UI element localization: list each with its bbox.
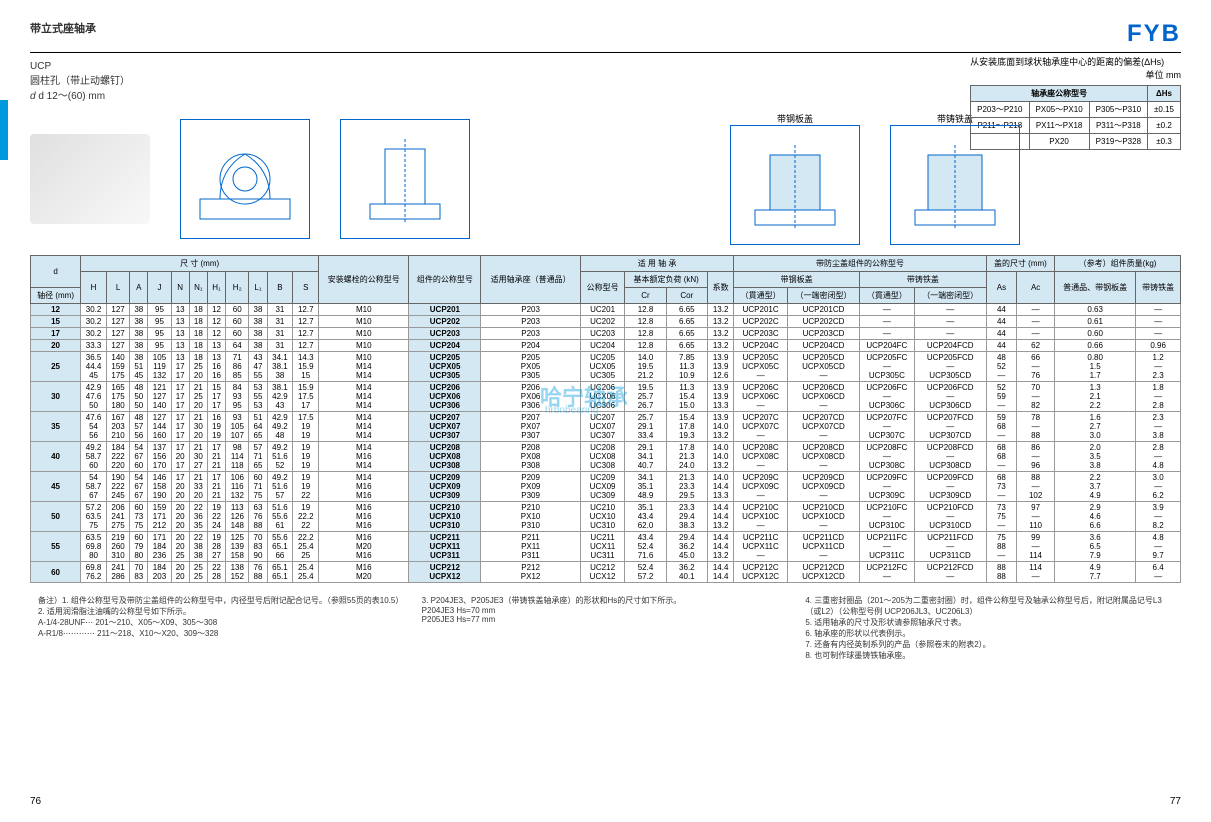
page-header: 带立式座轴承 FYB [30,20,1181,53]
right-info-title: 从安装底面到球状轴承座中心的距离的偏差(ΔHs) [970,55,1181,68]
footer-notes: 备注）1. 组件公称型号及带防尘盖组件的公称型号中，内径型号后附记配合记号。（参… [30,595,1181,661]
diagram-row: 带钢板盖 带铸铁盖 [30,112,1181,245]
page-left: 76 [30,796,41,807]
footer-col-3: 4. 三重密封圈品（201～205为二重密封圈）时，组件公称型号及轴承公称型号后… [797,595,1181,661]
footer-col-2: 3. P204JE3、P205JE3（带铸铁盖轴承座）的形状和Hs的尺寸如下所示… [414,595,798,661]
product-photo [30,134,150,224]
brand-logo: FYB [1127,20,1181,48]
main-spec-table: d 尺 寸 (mm) 安装螺栓的公称型号 组件的公称型号 适用轴承座（普通品） … [30,255,1181,583]
page-right: 77 [1170,796,1181,807]
diag-cast-cover: 带铸铁盖 [890,112,1020,245]
watermark-sub: hrbnbearing [545,405,598,416]
diag-steel-cover: 带钢板盖 [730,112,860,245]
unit-label: 单位 mm [970,68,1181,81]
tech-drawing-front [180,119,310,239]
tech-drawing-side [340,119,470,239]
header-title: 带立式座轴承 [30,20,96,36]
footer-col-1: 备注）1. 组件公称型号及带防尘盖组件的公称型号中，内径型号后附记配合记号。（参… [30,595,414,661]
